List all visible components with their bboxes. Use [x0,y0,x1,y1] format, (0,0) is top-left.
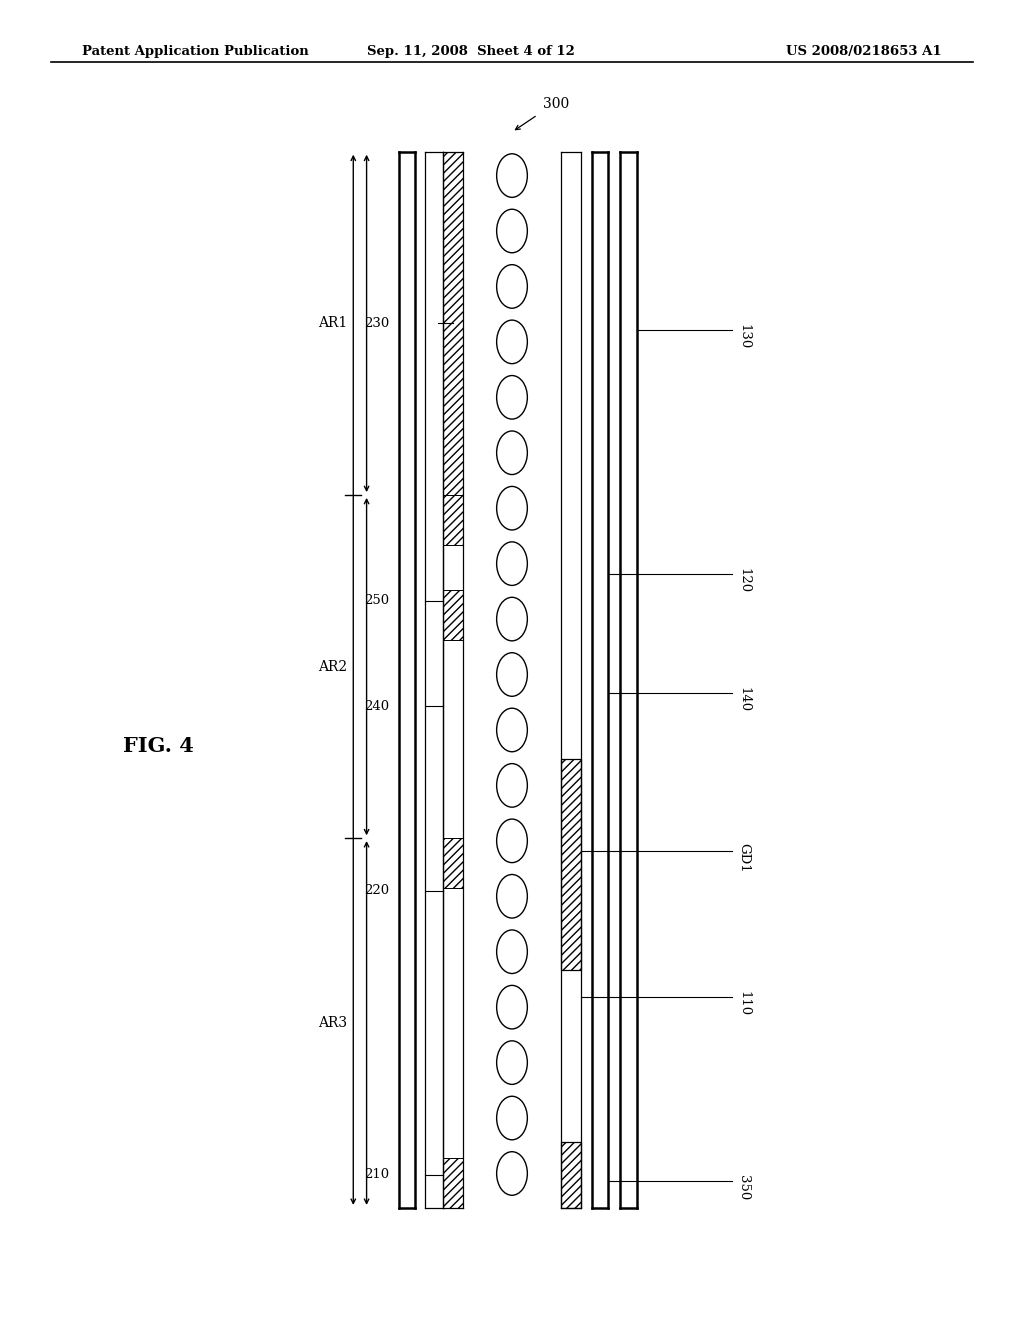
Bar [561,1142,581,1208]
Bar [443,838,463,888]
Text: 240: 240 [364,700,389,713]
Text: FIG. 4: FIG. 4 [123,735,195,756]
Text: AR3: AR3 [318,1016,347,1030]
Ellipse shape [497,543,527,586]
Ellipse shape [497,598,527,642]
Bar [561,759,581,970]
Ellipse shape [497,487,527,529]
Ellipse shape [497,264,527,309]
Ellipse shape [497,875,527,919]
Ellipse shape [497,985,527,1030]
Text: US 2008/0218653 A1: US 2008/0218653 A1 [786,45,942,58]
Ellipse shape [497,931,527,974]
Ellipse shape [497,319,527,363]
Ellipse shape [497,375,527,420]
Ellipse shape [497,430,527,474]
Bar [443,590,463,640]
Text: 110: 110 [737,990,751,1016]
Text: Sep. 11, 2008  Sheet 4 of 12: Sep. 11, 2008 Sheet 4 of 12 [367,45,575,58]
Text: GD1: GD1 [737,843,751,873]
Bar [443,152,463,495]
Text: Patent Application Publication: Patent Application Publication [82,45,308,58]
Ellipse shape [497,1096,527,1140]
Text: 140: 140 [737,686,751,713]
Bar [561,759,581,970]
Ellipse shape [497,153,527,197]
Text: 130: 130 [737,323,751,350]
Text: AR2: AR2 [318,660,347,673]
Ellipse shape [497,209,527,253]
Ellipse shape [497,653,527,697]
Text: 210: 210 [364,1168,389,1181]
Text: AR1: AR1 [318,317,347,330]
Text: 250: 250 [364,594,389,607]
Ellipse shape [497,708,527,752]
Bar [443,495,463,545]
Bar [443,1158,463,1208]
Ellipse shape [497,1040,527,1085]
Text: 220: 220 [364,884,389,898]
Text: 120: 120 [737,568,751,594]
Ellipse shape [497,763,527,808]
Bar [561,1142,581,1208]
Text: 350: 350 [737,1175,751,1201]
Text: 300: 300 [543,96,569,111]
Ellipse shape [497,818,527,863]
Ellipse shape [497,1151,527,1196]
Text: 230: 230 [364,317,389,330]
